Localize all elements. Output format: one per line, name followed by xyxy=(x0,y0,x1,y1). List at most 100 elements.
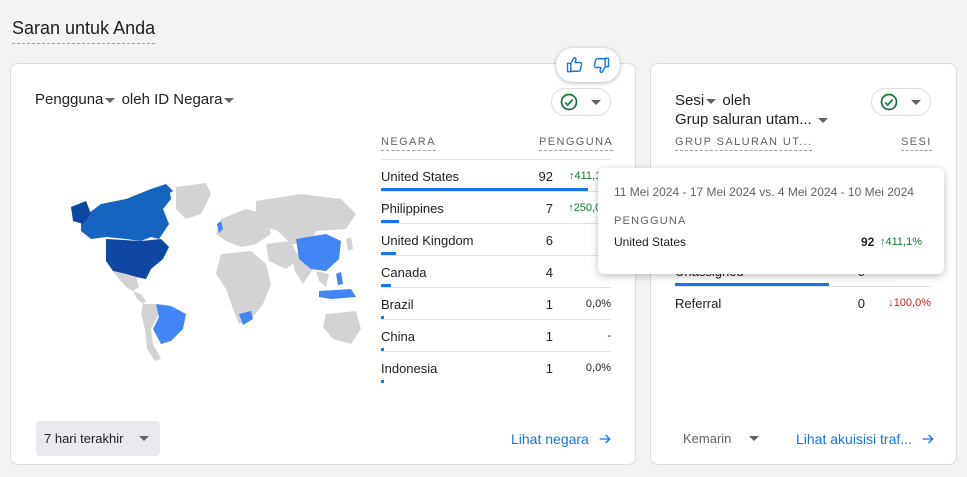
map-region-china[interactable] xyxy=(296,234,341,271)
map-region-middle-east xyxy=(266,241,299,269)
chevron-down-icon xyxy=(911,99,921,105)
feedback-pill xyxy=(556,48,620,82)
check-circle-icon xyxy=(880,93,898,111)
table-row[interactable]: Brazil 1 0,0% xyxy=(381,287,611,319)
date-range-label: 7 hari terakhir xyxy=(44,431,124,446)
chevron-down-icon xyxy=(139,436,150,441)
map-region-united-kingdom[interactable] xyxy=(217,221,223,233)
status-menu-button[interactable] xyxy=(551,88,611,116)
column-header-dimension[interactable]: NEGARA xyxy=(381,136,436,151)
map-region-south-america-west xyxy=(141,304,161,361)
metric-selector[interactable]: Sesi xyxy=(675,92,718,109)
row-label: United Kingdom xyxy=(381,233,474,248)
row-change: - xyxy=(607,330,611,342)
tooltip-metric: PENGGUNA xyxy=(614,215,687,227)
by-label: oleh xyxy=(722,92,751,109)
card-heading: Sesi oleh Grup saluran utam... xyxy=(675,91,830,129)
map-region-australia xyxy=(323,311,361,344)
date-range-button[interactable]: Kemarin xyxy=(683,431,761,446)
date-range-button[interactable]: 7 hari terakhir xyxy=(36,421,160,456)
column-header-metric[interactable]: SESI xyxy=(901,136,932,151)
chevron-down-icon xyxy=(591,99,601,105)
world-map xyxy=(71,183,361,361)
map-region-alaska xyxy=(71,201,91,224)
map-region-philippines[interactable] xyxy=(336,272,343,285)
dropdown-icon xyxy=(817,117,828,123)
view-countries-link[interactable]: Lihat negara xyxy=(511,431,613,447)
dimension-selector[interactable]: Grup saluran utam... xyxy=(675,110,830,129)
arrow-down-icon: ↓ xyxy=(888,297,894,309)
table-row[interactable]: Referral 0 ↓100,0% xyxy=(675,286,931,318)
row-label: Canada xyxy=(381,265,427,280)
row-label: Brazil xyxy=(381,297,414,312)
row-bar xyxy=(381,220,400,223)
section-title: Saran untuk Anda xyxy=(12,18,156,44)
table-row[interactable]: Indonesia 1 0,0% xyxy=(381,351,611,383)
table-row[interactable]: United Kingdom 6 xyxy=(381,223,611,255)
row-label: Referral xyxy=(675,296,722,311)
map-region-indonesia[interactable] xyxy=(319,289,356,299)
dropdown-icon xyxy=(224,97,235,103)
row-label: Indonesia xyxy=(381,361,438,376)
map-tooltip: 11 Mei 2024 - 17 Mei 2024 vs. 4 Mei 2024… xyxy=(598,168,944,274)
view-acquisition-label: Lihat akuisisi traf... xyxy=(796,431,912,447)
view-acquisition-link[interactable]: Lihat akuisisi traf... xyxy=(796,431,936,447)
table-row[interactable]: Canada 4 xyxy=(381,255,611,287)
row-bar xyxy=(381,188,588,191)
column-header-metric[interactable]: PENGGUNA xyxy=(539,136,614,151)
thumbs-down-icon[interactable] xyxy=(591,55,611,75)
arrow-right-icon xyxy=(599,434,611,444)
row-bar xyxy=(381,380,385,383)
view-countries-label: Lihat negara xyxy=(511,431,589,447)
table-row[interactable]: Philippines 7 ↑250,0% xyxy=(381,191,611,223)
map-region-south-africa xyxy=(239,311,253,325)
arrow-right-icon xyxy=(922,434,934,444)
metric-selector[interactable]: Pengguna xyxy=(35,91,117,108)
tooltip-value: 92 xyxy=(861,235,875,249)
status-menu-button[interactable] xyxy=(871,88,931,116)
by-label: oleh xyxy=(121,91,150,108)
arrow-up-icon: ↑ xyxy=(568,202,574,214)
row-change: 0,0% xyxy=(585,298,611,310)
check-circle-icon xyxy=(560,93,578,111)
dropdown-icon xyxy=(105,97,116,103)
row-change: 0,0% xyxy=(585,362,611,374)
map-region-africa xyxy=(216,251,271,324)
thumbs-up-icon[interactable] xyxy=(565,55,585,75)
map-region-japan xyxy=(346,237,353,251)
row-label: United States xyxy=(381,169,460,184)
map-region-mexico xyxy=(113,271,139,291)
map-region-greenland xyxy=(176,183,211,219)
card-heading: Pengguna oleh ID Negara xyxy=(35,91,236,108)
row-label: Philippines xyxy=(381,201,444,216)
row-value: 4 xyxy=(545,265,553,280)
date-range-label: Kemarin xyxy=(683,431,732,446)
row-value: 1 xyxy=(545,361,553,376)
map-region-canada[interactable] xyxy=(81,187,171,241)
map-region-se-asia xyxy=(316,271,329,287)
row-change: ↓100,0% xyxy=(888,297,931,309)
row-value: 1 xyxy=(545,297,553,312)
row-bar xyxy=(381,316,385,319)
map-region-united-states[interactable] xyxy=(106,239,169,279)
row-label: China xyxy=(381,329,415,344)
row-bar xyxy=(381,348,385,351)
dropdown-icon xyxy=(706,98,717,104)
row-value: 1 xyxy=(545,329,553,344)
row-bar xyxy=(381,252,396,255)
table-row[interactable]: United States 92 ↑411,1% xyxy=(381,159,611,191)
map-region-central-america xyxy=(133,291,146,304)
row-value: 92 xyxy=(538,169,553,184)
arrow-up-icon: ↑ xyxy=(569,170,575,182)
table-row[interactable]: China 1 - xyxy=(381,319,611,351)
chevron-down-icon xyxy=(749,436,760,441)
row-value: 6 xyxy=(545,233,553,248)
row-value: 0 xyxy=(857,296,865,311)
column-header-dimension[interactable]: GRUP SALURAN UT... xyxy=(675,136,813,151)
tooltip-date-range: 11 Mei 2024 - 17 Mei 2024 vs. 4 Mei 2024… xyxy=(614,185,914,199)
map-region-brazil[interactable] xyxy=(153,304,186,344)
tooltip-country: United States xyxy=(614,235,687,249)
dimension-selector[interactable]: ID Negara xyxy=(154,91,236,108)
tooltip-change: ↑411,1% xyxy=(880,236,922,248)
row-value: 7 xyxy=(545,201,553,216)
